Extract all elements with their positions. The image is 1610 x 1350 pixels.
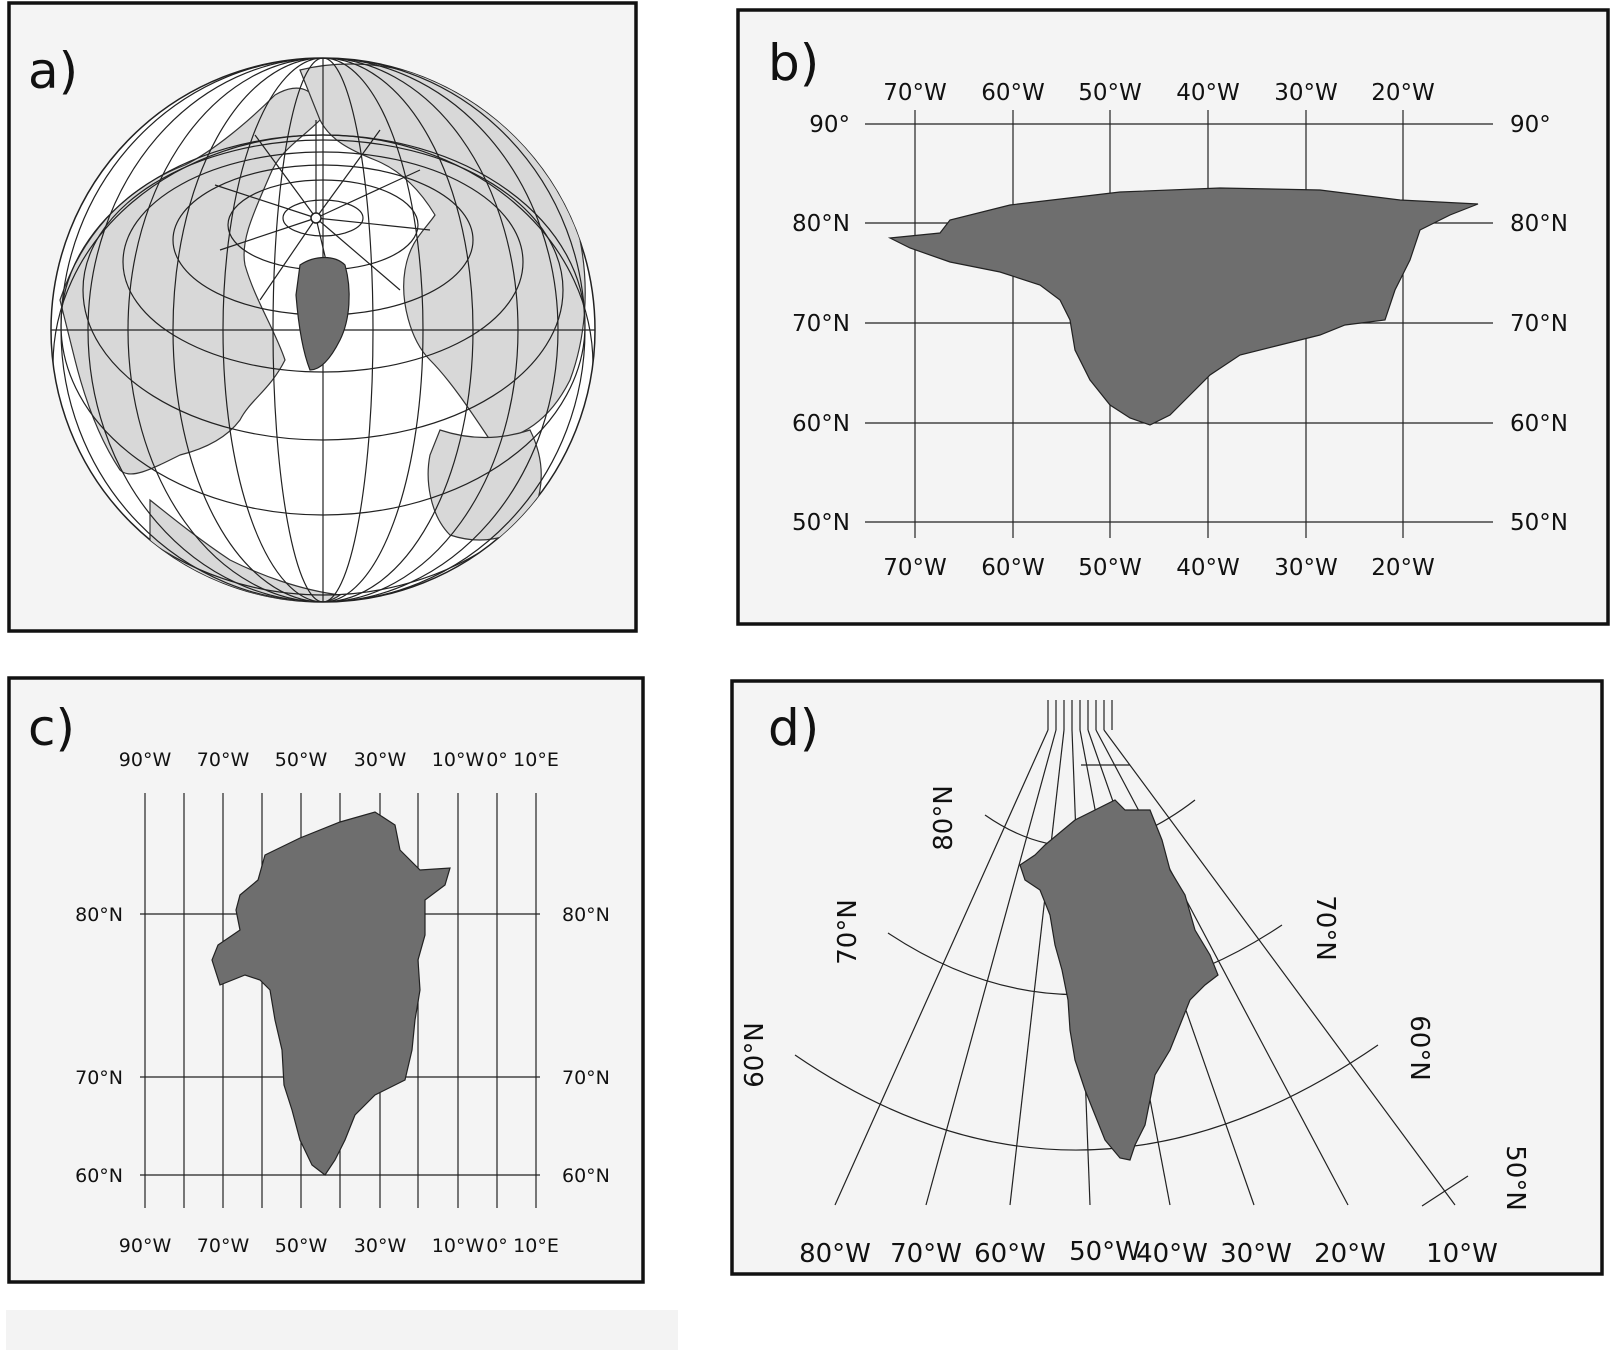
panel-d-lat-4: 60°N bbox=[1404, 1015, 1434, 1081]
panel-a-label: a) bbox=[28, 42, 78, 100]
panel-b-lat-left-4: 50°N bbox=[792, 510, 850, 536]
panel-c-lon-bottom-5: 0° bbox=[486, 1235, 508, 1257]
panel-c-lat-right-1: 70°N bbox=[562, 1067, 610, 1089]
panel-b-lon-bottom-0: 70°W bbox=[883, 555, 947, 581]
panel-b-lon-top-0: 70°W bbox=[883, 80, 947, 106]
panel-c: c) 90°W 70°W 50°W 30°W 10°W 0° 10°E bbox=[7, 676, 645, 1284]
panel-b-lon-bottom-5: 20°W bbox=[1371, 555, 1435, 581]
panel-d-lat-0: 80°N bbox=[929, 785, 959, 851]
panel-d-lat-3: 60°N bbox=[740, 1022, 770, 1088]
panel-d-lon-7: 10°W bbox=[1426, 1239, 1498, 1269]
panel-c-lat-right-0: 80°N bbox=[562, 904, 610, 926]
panel-c-lat-labels-right: 80°N 70°N 60°N bbox=[562, 904, 610, 1187]
panel-c-lon-top-6: 10°E bbox=[513, 749, 559, 771]
panel-b-lon-top-5: 20°W bbox=[1371, 80, 1435, 106]
panel-b-lat-right-2: 70°N bbox=[1510, 311, 1568, 337]
panel-c-lat-left-1: 70°N bbox=[75, 1067, 123, 1089]
panel-b-lon-top-2: 50°W bbox=[1078, 80, 1142, 106]
panel-d: d) 80° bbox=[730, 679, 1604, 1276]
panel-c-lon-bottom-4: 10°W bbox=[432, 1235, 485, 1257]
panel-d-lat-5: 50°N bbox=[1500, 1145, 1530, 1211]
panel-c-lon-top-5: 0° bbox=[486, 749, 508, 771]
globe-polar-spokes bbox=[214, 120, 431, 321]
panel-c-lon-top-3: 30°W bbox=[354, 749, 407, 771]
panel-a: a) bbox=[7, 1, 638, 633]
panel-d-lat-1: 70°N bbox=[833, 899, 863, 965]
panel-c-lat-left-0: 80°N bbox=[75, 904, 123, 926]
panel-d-lat-labels: 80°N 70°N 70°N 60°N 60°N 50°N bbox=[740, 785, 1530, 1211]
panel-b-lon-bottom-4: 30°W bbox=[1274, 555, 1338, 581]
panel-c-lon-top-4: 10°W bbox=[432, 749, 485, 771]
panel-c-lat-left-2: 60°N bbox=[75, 1165, 123, 1187]
panel-c-lon-bottom-3: 30°W bbox=[354, 1235, 407, 1257]
panel-b-lat-right-4: 50°N bbox=[1510, 510, 1568, 536]
panel-b-lon-top-1: 60°W bbox=[981, 80, 1045, 106]
panel-b-lat-right-1: 80°N bbox=[1510, 211, 1568, 237]
panel-c-lon-bottom-2: 50°W bbox=[275, 1235, 328, 1257]
panel-c-lat-right-2: 60°N bbox=[562, 1165, 610, 1187]
panel-d-lat-2: 70°N bbox=[1310, 895, 1340, 961]
panel-c-lon-bottom-1: 70°W bbox=[197, 1235, 250, 1257]
panel-d-lon-2: 60°W bbox=[974, 1239, 1046, 1269]
panel-c-greenland bbox=[211, 811, 451, 1176]
panel-c-lat-labels-left: 80°N 70°N 60°N bbox=[75, 904, 123, 1187]
panel-b-lon-bottom-1: 60°W bbox=[981, 555, 1045, 581]
panel-c-label: c) bbox=[28, 699, 75, 757]
land-north-america bbox=[59, 87, 321, 475]
bottom-strip bbox=[6, 1310, 678, 1350]
panel-d-lon-0: 80°W bbox=[799, 1239, 871, 1269]
panel-d-lon-4: 40°W bbox=[1136, 1239, 1208, 1269]
panel-b-lon-bottom-3: 40°W bbox=[1176, 555, 1240, 581]
globe bbox=[50, 57, 596, 603]
panel-c-lon-top-1: 70°W bbox=[197, 749, 250, 771]
panel-b-lat-labels-right: 90° 80°N 70°N 60°N 50°N bbox=[1510, 112, 1568, 536]
north-pole-marker bbox=[310, 212, 322, 224]
panel-b-lon-top-3: 40°W bbox=[1176, 80, 1240, 106]
panel-d-lon-1: 70°W bbox=[890, 1239, 962, 1269]
panel-b-label: b) bbox=[768, 34, 819, 92]
panel-d-greenland bbox=[1019, 799, 1219, 1161]
panel-b: b) 70°W 60°W 50°W 40°W 30°W 20°W 70°W 60… bbox=[736, 8, 1610, 626]
panel-b-greenland bbox=[887, 187, 1479, 426]
panel-d-lon-3: 50°W bbox=[1069, 1237, 1141, 1267]
panel-c-lon-labels-bottom: 90°W 70°W 50°W 30°W 10°W 0° 10°E bbox=[119, 1235, 559, 1257]
panel-b-lon-labels-bottom: 70°W 60°W 50°W 40°W 30°W 20°W bbox=[883, 555, 1435, 581]
panel-b-lon-bottom-2: 50°W bbox=[1078, 555, 1142, 581]
panel-b-lat-left-1: 80°N bbox=[792, 211, 850, 237]
panel-c-lon-bottom-6: 10°E bbox=[513, 1235, 559, 1257]
globe-greenland bbox=[295, 256, 350, 371]
panel-b-lat-right-0: 90° bbox=[1510, 112, 1551, 138]
panel-c-lon-bottom-0: 90°W bbox=[119, 1235, 172, 1257]
panel-b-lat-left-0: 90° bbox=[809, 112, 850, 138]
panel-c-lon-top-0: 90°W bbox=[119, 749, 172, 771]
panel-b-lon-labels-top: 70°W 60°W 50°W 40°W 30°W 20°W bbox=[883, 80, 1435, 106]
panel-b-lat-left-3: 60°N bbox=[792, 411, 850, 437]
panel-b-lat-right-3: 60°N bbox=[1510, 411, 1568, 437]
panel-c-lon-labels-top: 90°W 70°W 50°W 30°W 10°W 0° 10°E bbox=[119, 749, 559, 771]
panel-b-lat-labels-left: 90° 80°N 70°N 60°N 50°N bbox=[792, 112, 850, 536]
panel-b-lon-top-4: 30°W bbox=[1274, 80, 1338, 106]
panel-d-lon-labels: 80°W 70°W 60°W 50°W 40°W 30°W 20°W 10°W bbox=[799, 1237, 1498, 1269]
panel-c-lon-top-2: 50°W bbox=[275, 749, 328, 771]
panel-d-lon-6: 20°W bbox=[1314, 1239, 1386, 1269]
panel-b-lat-left-2: 70°N bbox=[792, 311, 850, 337]
panel-d-lon-5: 30°W bbox=[1220, 1239, 1292, 1269]
panel-d-label: d) bbox=[768, 699, 819, 757]
